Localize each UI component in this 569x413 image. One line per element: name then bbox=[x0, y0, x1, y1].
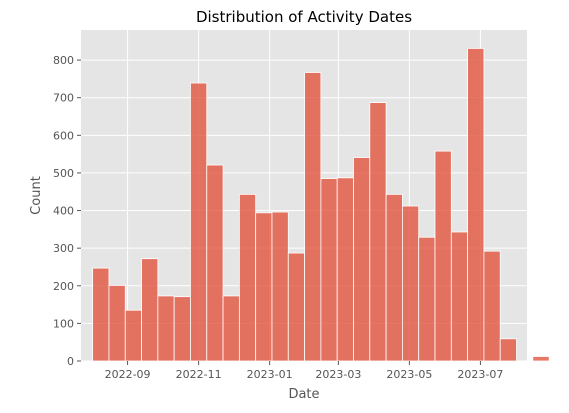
y-tick-label: 800 bbox=[53, 54, 74, 67]
histogram-bar bbox=[418, 236, 436, 362]
histogram-bar bbox=[434, 150, 452, 362]
histogram-bar bbox=[483, 250, 501, 362]
y-tick-label: 700 bbox=[53, 92, 74, 105]
histogram-bar bbox=[271, 211, 289, 362]
x-axis-ticks: 2022-09 2022-11 2023-01 2023-03 2023-05 2023-… bbox=[105, 361, 503, 381]
histogram-bar bbox=[401, 205, 420, 362]
histogram-bar bbox=[336, 177, 354, 362]
histogram-bar bbox=[320, 178, 338, 362]
y-tick-label: 200 bbox=[53, 280, 74, 293]
histogram-bar bbox=[222, 295, 240, 362]
x-tick-label: 2023-03 bbox=[315, 368, 361, 381]
x-tick-label: 2022-09 bbox=[105, 368, 151, 381]
histogram-bar bbox=[238, 193, 257, 362]
histogram-bar bbox=[206, 164, 224, 362]
x-tick-label: 2022-11 bbox=[176, 368, 222, 381]
histogram-bar bbox=[369, 102, 387, 362]
y-tick-label: 600 bbox=[53, 129, 74, 142]
y-tick-label: 500 bbox=[53, 167, 74, 180]
histogram-bar bbox=[467, 48, 485, 362]
y-axis-label: Count bbox=[29, 176, 44, 215]
histogram-bar bbox=[157, 295, 175, 362]
histogram-bar bbox=[108, 284, 126, 362]
y-tick-label: 0 bbox=[67, 355, 74, 368]
histogram-bar bbox=[532, 356, 550, 362]
y-tick-label: 100 bbox=[53, 317, 74, 330]
x-axis-label: Date bbox=[288, 387, 319, 402]
chart-title: Distribution of Activity Dates bbox=[196, 8, 412, 26]
histogram-bar bbox=[141, 258, 159, 362]
y-tick-label: 300 bbox=[53, 242, 74, 255]
x-tick-label: 2023-01 bbox=[247, 368, 293, 381]
x-tick-label: 2023-05 bbox=[386, 368, 432, 381]
histogram-bar bbox=[92, 267, 110, 362]
x-tick-label: 2023-07 bbox=[457, 368, 503, 381]
histogram-bar bbox=[124, 309, 142, 362]
y-axis-ticks: 0 100 200 300 400 500 600 700 800 bbox=[53, 54, 81, 368]
histogram-bar bbox=[353, 157, 371, 362]
histogram-bar bbox=[287, 252, 305, 362]
histogram-bar bbox=[304, 72, 322, 362]
histogram-bar bbox=[499, 338, 517, 362]
y-tick-label: 400 bbox=[53, 205, 74, 218]
histogram-bar bbox=[173, 296, 191, 362]
histogram-bar bbox=[190, 82, 208, 362]
histogram-bar bbox=[385, 193, 403, 362]
histogram-bar bbox=[450, 231, 469, 362]
histogram-bar bbox=[255, 212, 273, 362]
